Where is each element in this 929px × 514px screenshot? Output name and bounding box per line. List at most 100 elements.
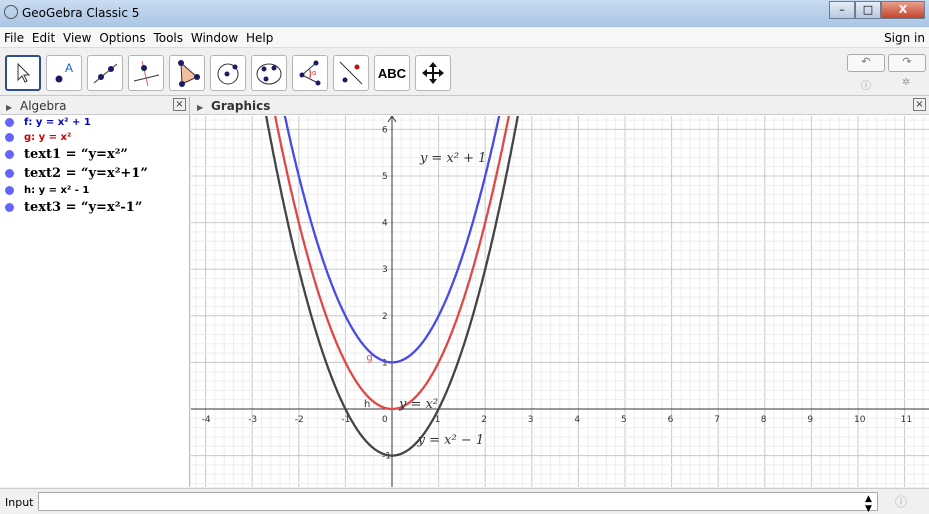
algebra-item[interactable]: text2 = “y=x²+1” — [0, 164, 189, 183]
visibility-toggle-icon[interactable] — [5, 203, 14, 212]
graphics-header: ▶ Graphics × — [191, 97, 929, 115]
function-label-g: g — [366, 352, 372, 363]
collapse-triangle-icon[interactable]: ▶ — [197, 103, 204, 112]
menu-edit[interactable]: Edit — [31, 31, 56, 45]
redo-button[interactable]: ↷ — [888, 54, 926, 72]
collapse-triangle-icon[interactable]: ▶ — [6, 103, 13, 112]
close-algebra-button[interactable]: × — [173, 98, 186, 111]
sign-in-link[interactable]: Sign in — [884, 31, 925, 45]
y-axis-arrow-icon — [387, 116, 397, 123]
gear-icon[interactable]: ✲ — [902, 77, 911, 88]
algebra-header: ▶ Algebra × — [0, 97, 189, 115]
function-curve-h — [265, 116, 519, 457]
algebra-view: ▶ Algebra × f: y = x² + 1 g: y = x² text1 … — [0, 97, 190, 487]
x-tick-label: 4 — [574, 415, 580, 425]
graphics-canvas[interactable]: -4 -3 -2 -1 0 1 2 3 4 5 6 7 8 9 10 11 -1 1 2 3 4 5 6 g h y = x² +… — [191, 116, 929, 487]
x-tick-label: 9 — [807, 415, 813, 425]
input-history-arrows-icon[interactable]: ▲ ▼ — [865, 494, 872, 514]
point-tool-button[interactable]: A — [46, 55, 82, 91]
y-tick-label: 6 — [382, 125, 388, 135]
function-label-h: h — [364, 399, 370, 410]
x-tick-label: 3 — [528, 415, 534, 425]
algebra-item[interactable]: f: y = x² + 1 — [0, 115, 189, 130]
circle-three-points-tool-button[interactable] — [251, 55, 287, 91]
menu-help[interactable]: Help — [246, 31, 274, 45]
move-arrows-icon — [422, 62, 444, 84]
menu-file[interactable]: File — [4, 31, 25, 45]
menu-options[interactable]: Options — [99, 31, 146, 45]
algebra-item[interactable]: h: y = x² - 1 — [0, 183, 189, 198]
text-tool-button[interactable]: ABC — [374, 55, 410, 91]
visibility-toggle-icon[interactable] — [5, 186, 14, 195]
menu-tools[interactable]: Tools — [153, 31, 184, 45]
close-graphics-button[interactable]: × — [913, 98, 926, 111]
x-tick-label: -2 — [295, 415, 304, 425]
undo-button[interactable]: ↶ — [847, 54, 885, 72]
visibility-toggle-icon[interactable] — [5, 150, 14, 159]
menu-window[interactable]: Window — [190, 31, 239, 45]
polygon-tool-button[interactable] — [169, 55, 205, 91]
move-graphics-tool-button[interactable] — [415, 55, 451, 91]
geogebra-logo-icon — [4, 5, 18, 19]
x-tick-label: -4 — [202, 415, 211, 425]
x-tick-label: 2 — [481, 415, 487, 425]
svg-text:A: A — [65, 61, 73, 75]
algebra-item[interactable]: text3 = “y=x²-1” — [0, 198, 189, 217]
window-title: GeoGebra Classic 5 — [22, 6, 140, 20]
algebra-title: Algebra — [19, 99, 67, 113]
visibility-toggle-icon[interactable] — [5, 133, 14, 142]
visibility-toggle-icon[interactable] — [5, 169, 14, 178]
y-tick-label: 2 — [382, 312, 388, 322]
x-tick-label: -3 — [248, 415, 257, 425]
x-tick-label: 8 — [761, 415, 767, 425]
minimize-button[interactable]: – — [829, 1, 855, 19]
close-button[interactable]: X — [881, 1, 925, 19]
algebra-item-text: h: y = x² - 1 — [24, 185, 90, 196]
function-curve-f — [283, 116, 501, 364]
curve-text-label: y = x² − 1 — [417, 433, 484, 448]
graphics-title: Graphics — [210, 99, 271, 113]
y-tick-label: 5 — [382, 172, 388, 182]
title-bar: GeoGebra Classic 5 – □ X — [0, 0, 929, 27]
point-icon: A — [55, 61, 73, 83]
angle-tool-button[interactable]: α — [292, 55, 328, 91]
x-tick-label: 5 — [621, 415, 627, 425]
y-tick-label: 3 — [382, 265, 388, 275]
reflect-tool-button[interactable] — [333, 55, 369, 91]
toolbar: A α ABC ↶ ↷ ⓘ ✲ — [0, 50, 929, 96]
perpendicular-line-tool-button[interactable] — [128, 55, 164, 91]
help-icon[interactable]: ⓘ — [861, 81, 871, 92]
x-tick-label: -1 — [341, 415, 350, 425]
move-tool-button[interactable] — [5, 55, 41, 91]
perpendicular-line-icon — [133, 60, 160, 87]
curve-text-label: y = x² + 1 — [419, 151, 486, 166]
algebra-item-text: g: y = x² — [24, 132, 72, 143]
line-tool-button[interactable] — [87, 55, 123, 91]
function-curve-g — [273, 116, 511, 411]
x-tick-label: 6 — [668, 415, 674, 425]
line-icon — [93, 63, 118, 84]
algebra-item[interactable]: text1 = “y=x²” — [0, 145, 189, 164]
visibility-toggle-icon[interactable] — [5, 118, 14, 127]
x-tick-label: 7 — [714, 415, 720, 425]
algebra-item[interactable]: g: y = x² — [0, 130, 189, 145]
reflect-icon — [339, 61, 363, 85]
maximize-button[interactable]: □ — [855, 1, 881, 19]
algebra-item-text: f: y = x² + 1 — [24, 117, 91, 128]
algebra-item-text: text3 = “y=x²-1” — [24, 200, 143, 215]
input-field[interactable] — [38, 492, 878, 511]
input-help-icon[interactable]: ⓘ — [895, 495, 908, 509]
circle-tool-button[interactable] — [210, 55, 246, 91]
x-tick-label: 11 — [901, 415, 912, 425]
x-tick-label: 10 — [854, 415, 866, 425]
algebra-item-text: text1 = “y=x²” — [24, 147, 128, 162]
menu-view[interactable]: View — [63, 31, 92, 45]
graphics-view[interactable]: ▶ Graphics × -4 -3 -2 -1 0 1 2 3 4 5 6 7 8 9 10 11 -1 1 2 3… — [191, 97, 929, 487]
algebra-item-text: text2 = “y=x²+1” — [24, 166, 148, 181]
angle-icon: α — [299, 60, 321, 86]
arrow-cursor-icon — [17, 62, 31, 83]
circle-three-points-icon — [256, 63, 282, 85]
y-tick-label: 1 — [382, 358, 388, 368]
x-tick-label: 0 — [382, 415, 388, 425]
x-tick-label: 1 — [435, 415, 441, 425]
